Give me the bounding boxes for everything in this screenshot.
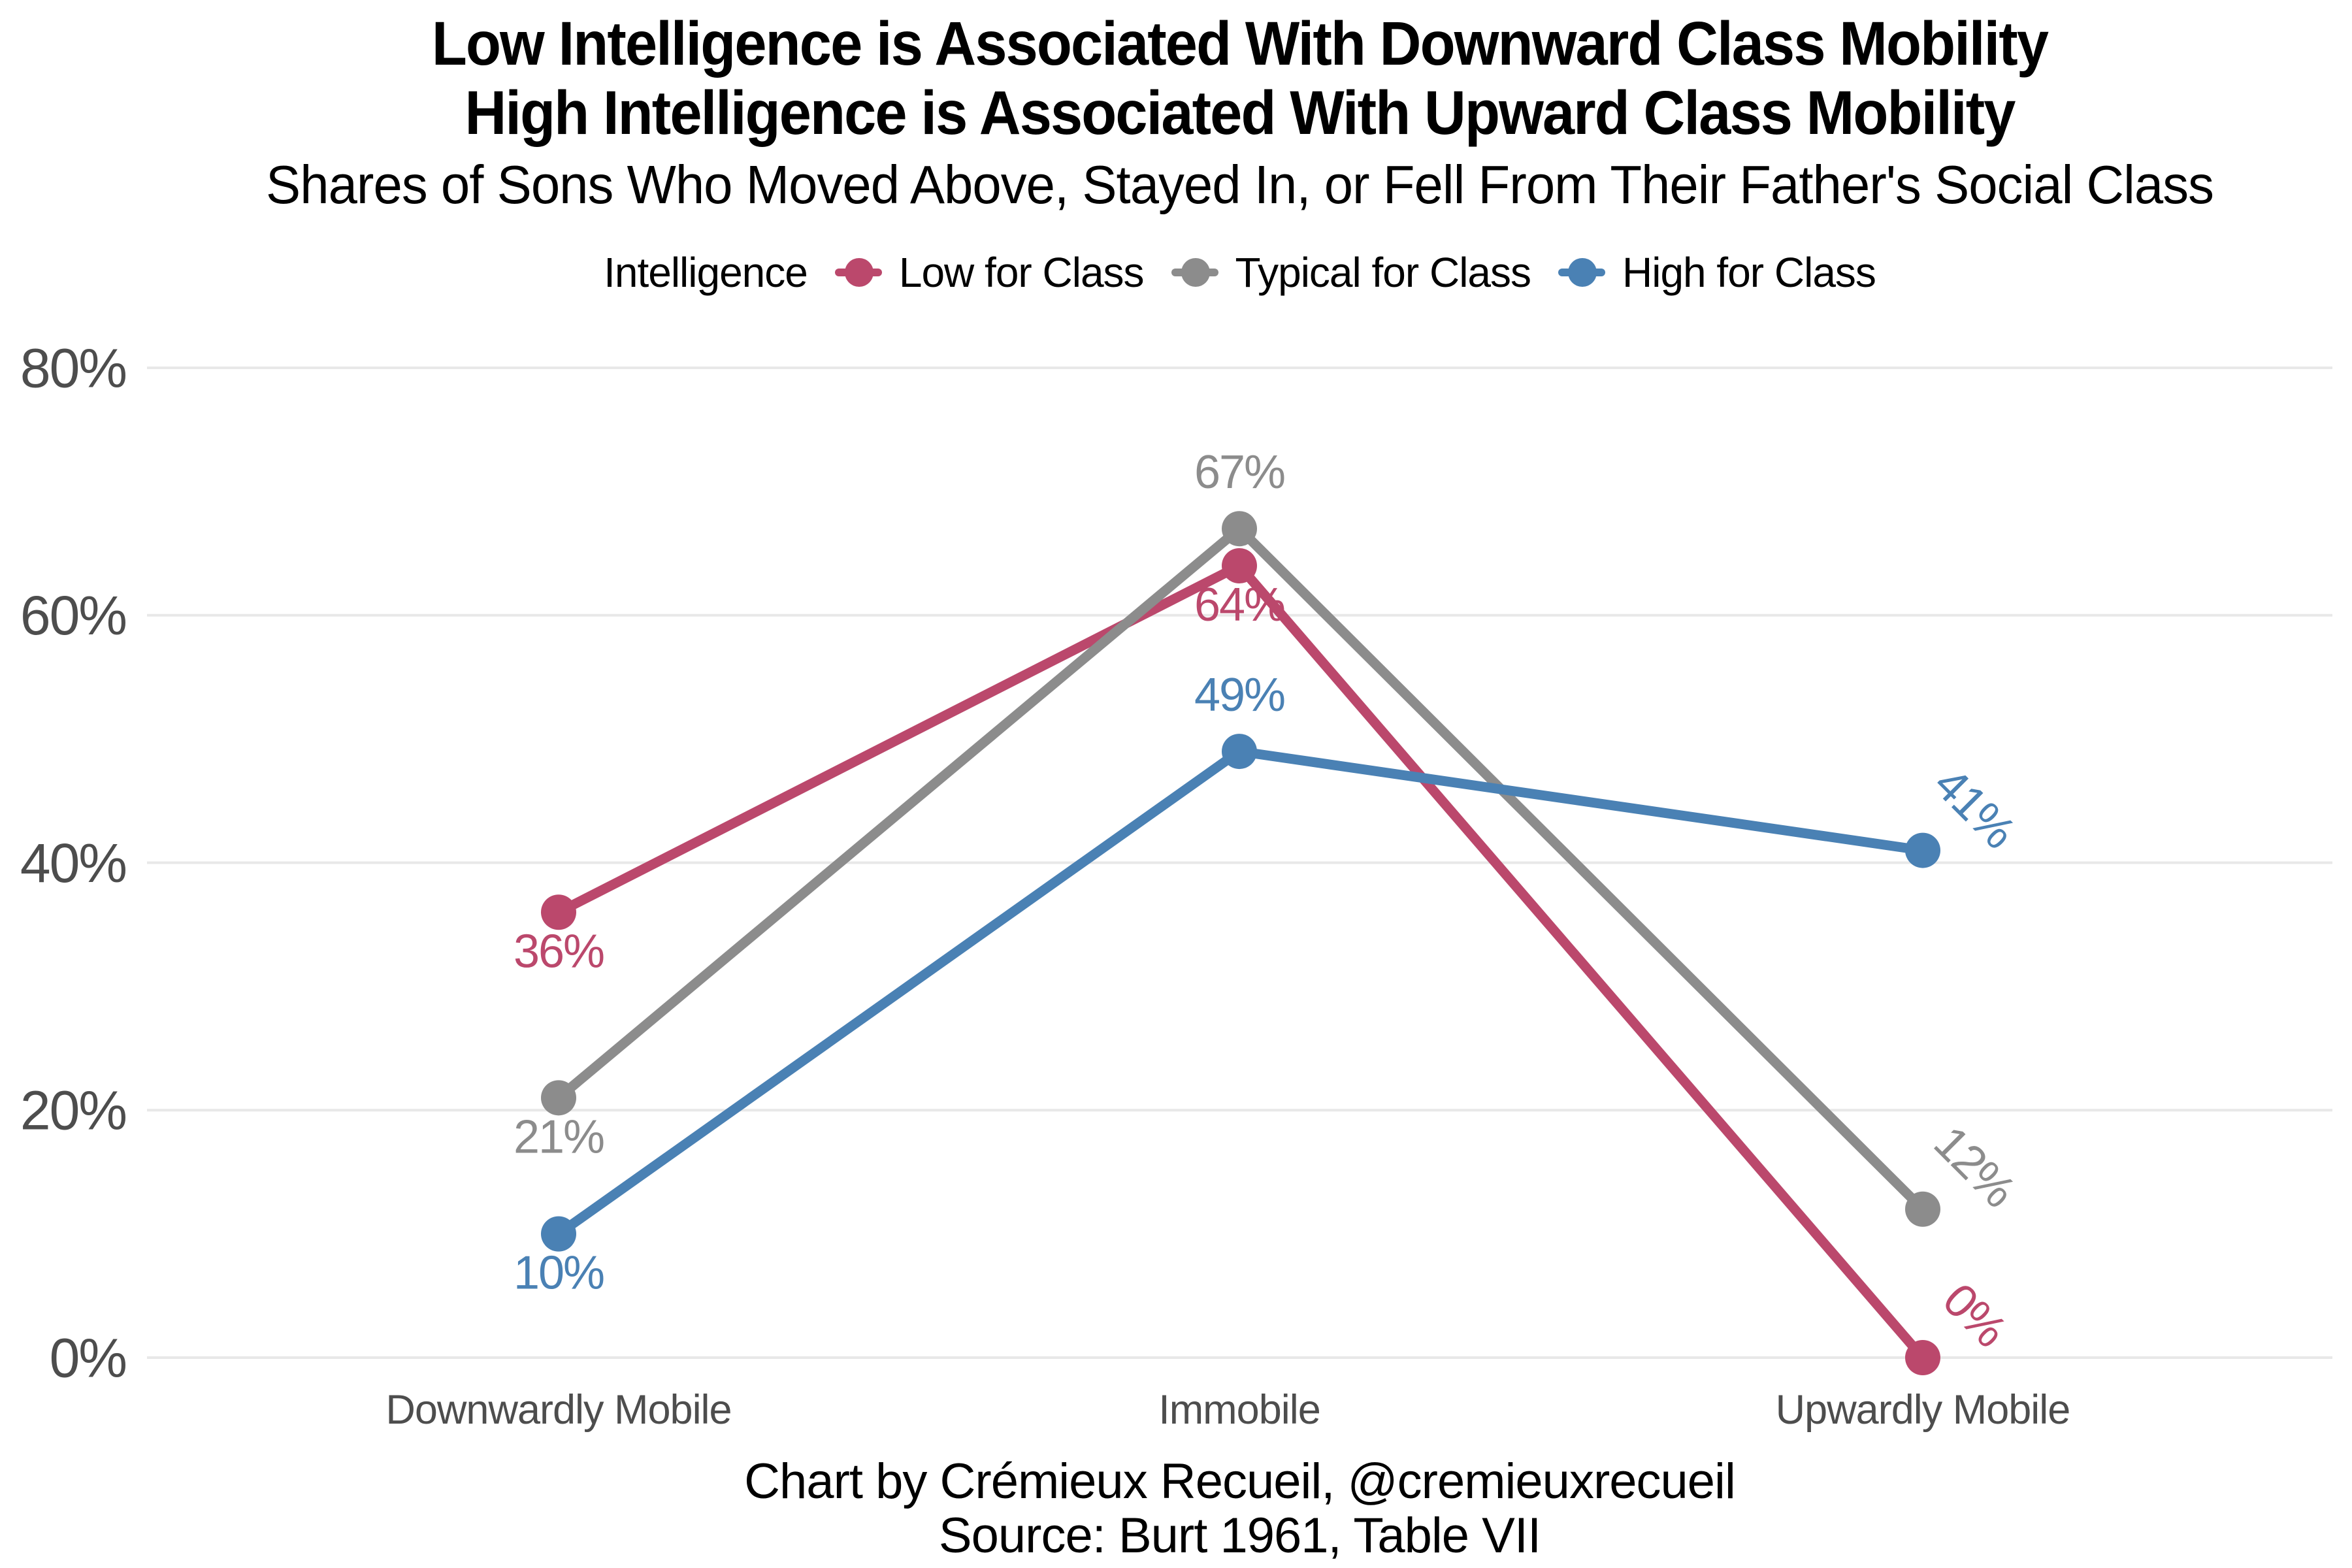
- value-label: 12%: [1924, 1117, 2025, 1217]
- y-axis-tick-label: 80%: [20, 337, 126, 399]
- legend-item-label: High for Class: [1622, 249, 1876, 296]
- value-label: 67%: [1194, 446, 1284, 498]
- value-label: 41%: [1924, 757, 2025, 858]
- chart-subtitle: Shares of Sons Who Moved Above, Stayed I…: [266, 154, 2214, 215]
- series-line-high-for-class: [553, 746, 1928, 1239]
- legend-item-high-for-class: High for Class: [1558, 248, 1876, 297]
- legend-key-dot-icon: [1171, 257, 1218, 287]
- value-label: 36%: [514, 925, 604, 977]
- y-axis-tick-label: 60%: [20, 585, 126, 646]
- chart-title-line2: High Intelligence is Associated With Upw…: [465, 78, 2016, 148]
- y-axis-tick-label: 0%: [50, 1327, 126, 1388]
- chart-title: Low Intelligence is Associated With Down…: [223, 9, 2256, 148]
- legend-item-label: Low for Class: [898, 249, 1145, 296]
- legend: Intelligence Low for Class Typical for Cl…: [147, 242, 2332, 303]
- legend-key-dot-icon: [834, 257, 882, 287]
- data-point: [1905, 1340, 1940, 1375]
- data-point: [541, 1080, 576, 1116]
- legend-item-label: Typical for Class: [1235, 249, 1531, 296]
- x-axis-tick-label: Upwardly Mobile: [1776, 1387, 2070, 1433]
- caption-source: Source: Burt 1961, Table VII: [938, 1508, 1541, 1563]
- value-label: 49%: [1194, 669, 1284, 721]
- x-axis-tick-label: Downwardly Mobile: [385, 1387, 731, 1433]
- data-point: [1222, 734, 1257, 770]
- y-axis-tick-label: 20%: [20, 1080, 126, 1141]
- caption: Chart by Crémieux Recueil, @cremieuxrecu…: [147, 1454, 2332, 1563]
- data-point: [1222, 511, 1257, 547]
- data-point: [1222, 548, 1257, 583]
- caption-credit: Chart by Crémieux Recueil, @cremieuxrecu…: [744, 1454, 1736, 1509]
- legend-key-dot-icon: [1558, 257, 1606, 287]
- y-axis-tick-label: 40%: [20, 832, 126, 894]
- legend-item-low-for-class: Low for Class: [834, 248, 1145, 297]
- value-label: 64%: [1194, 579, 1284, 631]
- x-axis-tick-label: Immobile: [1158, 1387, 1320, 1433]
- value-label: 21%: [514, 1111, 604, 1163]
- value-label: 0%: [1933, 1273, 2016, 1356]
- legend-item-typical-for-class: Typical for Class: [1171, 248, 1531, 297]
- data-point: [541, 894, 576, 930]
- data-point: [1905, 1191, 1940, 1227]
- legend-title: Intelligence: [604, 249, 808, 296]
- chart-title-line1: Low Intelligence is Associated With Down…: [431, 9, 2049, 78]
- data-point: [1905, 832, 1940, 868]
- value-label: 10%: [514, 1247, 604, 1299]
- data-point: [541, 1216, 576, 1252]
